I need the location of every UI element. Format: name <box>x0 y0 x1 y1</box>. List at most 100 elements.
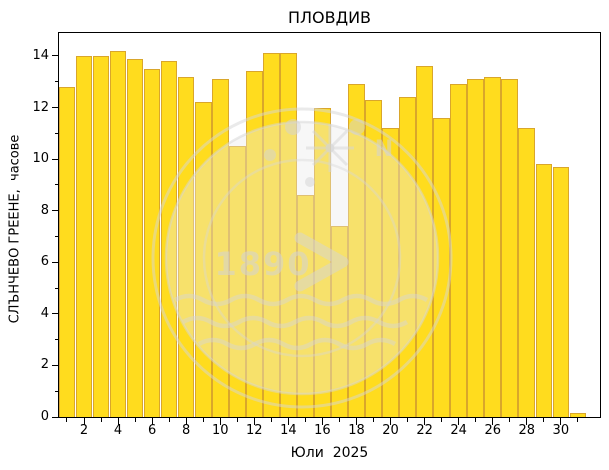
y-tick-major <box>51 158 58 160</box>
x-tick-minor <box>509 418 511 422</box>
x-tick-major <box>253 418 255 425</box>
y-tick-label: 0 <box>40 409 49 424</box>
bar <box>450 84 467 417</box>
bar <box>484 76 501 417</box>
y-axis-label: СЛЪНЧЕВО ГРЕЕНЕ, часове <box>7 134 23 324</box>
x-tick-major <box>492 418 494 425</box>
x-tick-major <box>151 418 153 425</box>
chart-title: ПЛОВДИВ <box>287 8 372 27</box>
x-tick-major <box>424 418 426 425</box>
y-tick-major <box>51 364 58 366</box>
bar <box>348 84 365 417</box>
x-tick-label: 8 <box>182 423 191 438</box>
x-tick-label: 22 <box>416 423 433 438</box>
y-tick-major <box>51 261 58 263</box>
x-tick-label: 6 <box>147 423 157 438</box>
x-tick-minor <box>304 418 306 422</box>
y-tick-minor <box>54 132 58 134</box>
x-tick-major <box>219 418 221 425</box>
x-tick-minor <box>236 418 238 422</box>
x-tick-minor <box>475 418 477 422</box>
bar <box>263 53 280 417</box>
x-tick-label: 2 <box>79 423 89 438</box>
y-tick-minor <box>54 184 58 186</box>
x-tick-minor <box>66 418 68 422</box>
x-tick-minor <box>373 418 374 422</box>
x-tick-major <box>560 418 562 425</box>
x-tick-major <box>185 418 187 425</box>
bar <box>382 128 399 417</box>
y-tick-minor <box>54 235 58 237</box>
y-tick-major <box>51 107 58 109</box>
x-tick-minor <box>100 418 102 422</box>
x-tick-label: 20 <box>382 423 399 438</box>
bar <box>569 413 587 417</box>
bar <box>467 79 484 417</box>
bar <box>399 97 416 417</box>
bar <box>160 61 178 417</box>
bar <box>416 66 433 417</box>
x-tick-minor <box>441 418 443 422</box>
bar <box>552 166 570 417</box>
x-tick-major <box>355 418 357 425</box>
bar <box>518 128 536 417</box>
y-tick-major <box>51 55 58 57</box>
x-tick-label: 12 <box>246 423 263 438</box>
bar <box>177 76 195 417</box>
bar <box>314 107 331 417</box>
y-tick-major <box>51 210 58 212</box>
bar <box>228 146 246 417</box>
x-tick-major <box>287 418 289 425</box>
x-tick-label: 4 <box>113 423 123 438</box>
bar <box>59 86 76 417</box>
y-tick-minor <box>54 287 58 289</box>
y-tick-major <box>51 416 58 418</box>
bar <box>211 79 229 417</box>
x-tick-minor <box>270 418 272 422</box>
bar <box>143 68 161 417</box>
bar <box>501 79 519 417</box>
bar <box>535 164 553 417</box>
plot-area: 1890 N <box>58 32 601 418</box>
y-tick-minor <box>54 339 58 341</box>
y-tick-label: 2 <box>40 357 49 373</box>
x-tick-major <box>117 418 119 425</box>
bar <box>194 102 212 417</box>
x-tick-label: 24 <box>450 423 467 438</box>
y-tick-label: 8 <box>40 202 49 218</box>
bar <box>297 195 314 417</box>
x-tick-label: 10 <box>211 423 229 438</box>
bar <box>109 50 127 417</box>
y-tick-major <box>51 313 58 315</box>
x-tick-label: 14 <box>280 423 297 438</box>
x-tick-major <box>83 418 85 425</box>
x-tick-minor <box>338 418 340 422</box>
y-tick-label: 12 <box>32 99 49 115</box>
x-tick-major <box>321 418 323 425</box>
y-tick-minor <box>54 81 58 83</box>
y-tick-label: 10 <box>32 151 49 167</box>
x-tick-minor <box>407 418 409 422</box>
x-tick-label: 18 <box>348 423 365 438</box>
x-tick-label: 28 <box>518 423 536 438</box>
x-tick-minor <box>202 418 204 422</box>
bar <box>126 58 144 417</box>
bar <box>331 226 348 417</box>
x-tick-label: 30 <box>552 423 570 438</box>
x-tick-major <box>526 418 528 425</box>
x-tick-label: 26 <box>484 423 501 438</box>
x-tick-minor <box>134 418 136 422</box>
x-tick-minor <box>543 418 545 422</box>
x-tick-label: 16 <box>314 423 331 438</box>
x-tick-major <box>390 418 392 425</box>
x-tick-minor <box>168 418 170 422</box>
x-tick-minor <box>577 418 579 422</box>
bar <box>75 55 93 417</box>
bar <box>280 53 297 417</box>
bar <box>92 55 110 417</box>
bar <box>365 99 382 417</box>
x-tick-major <box>458 418 460 425</box>
bar <box>246 71 263 417</box>
y-tick-label: 4 <box>40 305 49 321</box>
